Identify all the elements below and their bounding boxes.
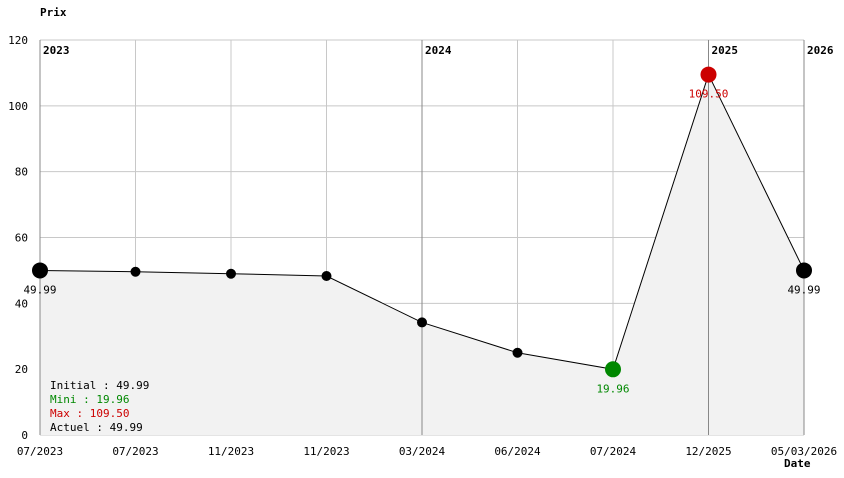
x-tick-label: 12/2025 xyxy=(685,445,731,458)
y-ticks: 0 20 40 60 80 100 120 xyxy=(8,34,28,442)
data-point xyxy=(700,66,717,83)
y-tick-label: 80 xyxy=(15,166,28,179)
y-tick-label: 100 xyxy=(8,100,28,113)
year-label: 2026 xyxy=(807,44,834,57)
x-tick-label: 07/2023 xyxy=(112,445,158,458)
x-tick-label: 11/2023 xyxy=(208,445,254,458)
y-tick-label: 20 xyxy=(15,363,28,376)
y-tick-label: 60 xyxy=(15,232,28,245)
y-axis-label: Prix xyxy=(40,6,67,19)
x-tick-label: 11/2023 xyxy=(303,445,349,458)
data-point xyxy=(32,262,48,279)
data-point xyxy=(321,271,332,282)
legend-line: Mini : 19.96 xyxy=(50,393,129,406)
data-points xyxy=(32,66,812,378)
data-point xyxy=(605,361,621,378)
year-label: 2024 xyxy=(425,44,452,57)
data-point xyxy=(796,262,812,279)
point-value-label: 49.99 xyxy=(787,283,820,296)
x-tick-label: 07/2024 xyxy=(590,445,637,458)
data-point xyxy=(417,317,427,328)
point-value-label: 19.96 xyxy=(596,382,629,395)
data-point xyxy=(226,268,236,279)
year-label: 2025 xyxy=(712,44,739,57)
legend-line: Max : 109.50 xyxy=(50,407,129,420)
x-ticks: 07/2023 07/2023 11/2023 11/2023 03/2024 06/20… xyxy=(17,445,837,458)
y-tick-label: 40 xyxy=(15,297,28,310)
x-tick-label: 05/03/2026 xyxy=(771,445,837,458)
data-point xyxy=(512,347,523,358)
point-labels: 49.99 19.96 109.50 49.99 xyxy=(23,88,820,396)
x-tick-label: 03/2024 xyxy=(399,445,446,458)
area-fill xyxy=(40,74,804,435)
area-polygon xyxy=(40,74,804,435)
y-tick-label: 0 xyxy=(21,429,28,442)
legend-line: Initial : 49.99 xyxy=(50,379,149,392)
x-tick-label: 07/2023 xyxy=(17,445,63,458)
x-tick-label: 06/2024 xyxy=(494,445,541,458)
year-markers: 2023 2024 2025 2026 xyxy=(39,40,834,435)
year-label: 2023 xyxy=(43,44,70,57)
legend-line: Actuel : 49.99 xyxy=(50,421,143,434)
point-value-label: 109.50 xyxy=(689,88,729,101)
point-value-label: 49.99 xyxy=(23,283,56,296)
data-point xyxy=(130,266,141,277)
x-axis-label: Date xyxy=(784,457,811,470)
y-tick-label: 120 xyxy=(8,34,28,47)
